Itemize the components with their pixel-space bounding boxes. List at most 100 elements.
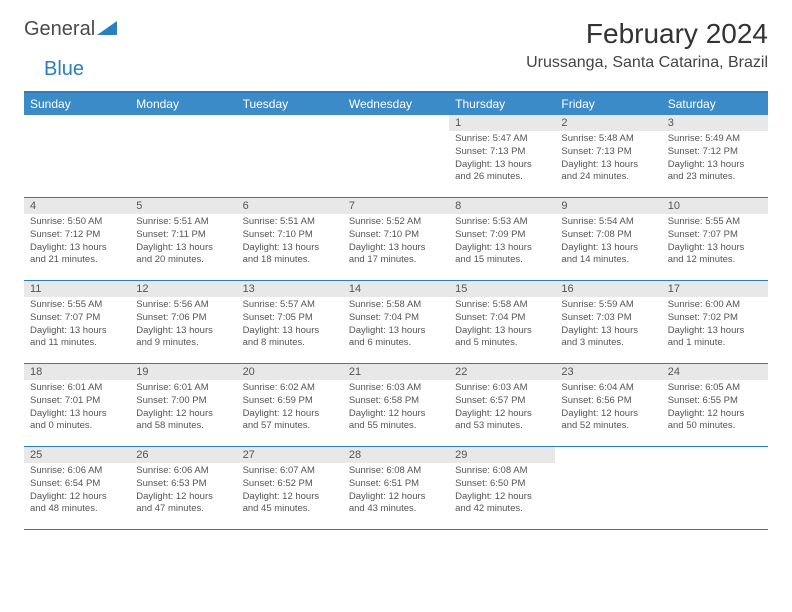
daylight-text: Daylight: 13 hours: [668, 159, 762, 172]
day-cell: 19Sunrise: 6:01 AMSunset: 7:00 PMDayligh…: [130, 364, 236, 446]
daylight-text: and 9 minutes.: [136, 337, 230, 350]
logo-triangle-icon: [97, 19, 117, 40]
sunrise-text: Sunrise: 6:07 AM: [243, 465, 337, 478]
day-cell: 22Sunrise: 6:03 AMSunset: 6:57 PMDayligh…: [449, 364, 555, 446]
daylight-text: and 11 minutes.: [30, 337, 124, 350]
week-row: 11Sunrise: 5:55 AMSunset: 7:07 PMDayligh…: [24, 281, 768, 364]
day-body: Sunrise: 5:59 AMSunset: 7:03 PMDaylight:…: [555, 297, 661, 354]
sunrise-text: Sunrise: 5:49 AM: [668, 133, 762, 146]
sunset-text: Sunset: 6:52 PM: [243, 478, 337, 491]
sunrise-text: Sunrise: 5:54 AM: [561, 216, 655, 229]
day-cell: 9Sunrise: 5:54 AMSunset: 7:08 PMDaylight…: [555, 198, 661, 280]
sunset-text: Sunset: 7:01 PM: [30, 395, 124, 408]
day-body: Sunrise: 6:08 AMSunset: 6:50 PMDaylight:…: [449, 463, 555, 520]
daylight-text: and 0 minutes.: [30, 420, 124, 433]
daylight-text: Daylight: 12 hours: [136, 408, 230, 421]
logo-text-general: General: [24, 18, 95, 41]
sunset-text: Sunset: 6:59 PM: [243, 395, 337, 408]
day-number: 1: [449, 115, 555, 131]
sunrise-text: Sunrise: 6:03 AM: [349, 382, 443, 395]
daylight-text: Daylight: 13 hours: [668, 325, 762, 338]
day-body: Sunrise: 5:47 AMSunset: 7:13 PMDaylight:…: [449, 131, 555, 188]
daylight-text: and 6 minutes.: [349, 337, 443, 350]
daylight-text: Daylight: 13 hours: [349, 325, 443, 338]
sunset-text: Sunset: 7:12 PM: [668, 146, 762, 159]
daylight-text: and 1 minute.: [668, 337, 762, 350]
sunset-text: Sunset: 6:54 PM: [30, 478, 124, 491]
daylight-text: Daylight: 13 hours: [349, 242, 443, 255]
daylight-text: and 18 minutes.: [243, 254, 337, 267]
day-body: Sunrise: 6:02 AMSunset: 6:59 PMDaylight:…: [237, 380, 343, 437]
day-number: 4: [24, 198, 130, 214]
day-cell: 25Sunrise: 6:06 AMSunset: 6:54 PMDayligh…: [24, 447, 130, 529]
day-number: 2: [555, 115, 661, 131]
daylight-text: and 53 minutes.: [455, 420, 549, 433]
day-number: 28: [343, 447, 449, 463]
sunrise-text: Sunrise: 6:02 AM: [243, 382, 337, 395]
sunset-text: Sunset: 7:06 PM: [136, 312, 230, 325]
daylight-text: Daylight: 13 hours: [455, 325, 549, 338]
day-number: 3: [662, 115, 768, 131]
day-number: 21: [343, 364, 449, 380]
logo-text-blue: Blue: [44, 58, 84, 80]
day-cell: 13Sunrise: 5:57 AMSunset: 7:05 PMDayligh…: [237, 281, 343, 363]
day-number: 18: [24, 364, 130, 380]
weekday-header: Sunday: [24, 93, 130, 115]
week-row: 1Sunrise: 5:47 AMSunset: 7:13 PMDaylight…: [24, 115, 768, 198]
day-cell: 16Sunrise: 5:59 AMSunset: 7:03 PMDayligh…: [555, 281, 661, 363]
month-title: February 2024: [526, 18, 768, 50]
day-number: 5: [130, 198, 236, 214]
weekday-header: Saturday: [662, 93, 768, 115]
weekday-header: Tuesday: [237, 93, 343, 115]
day-body: Sunrise: 6:01 AMSunset: 7:01 PMDaylight:…: [24, 380, 130, 437]
daylight-text: and 20 minutes.: [136, 254, 230, 267]
day-body: Sunrise: 6:07 AMSunset: 6:52 PMDaylight:…: [237, 463, 343, 520]
day-cell: 10Sunrise: 5:55 AMSunset: 7:07 PMDayligh…: [662, 198, 768, 280]
day-body: Sunrise: 6:04 AMSunset: 6:56 PMDaylight:…: [555, 380, 661, 437]
day-cell: [24, 115, 130, 197]
sunrise-text: Sunrise: 5:57 AM: [243, 299, 337, 312]
sunrise-text: Sunrise: 6:01 AM: [30, 382, 124, 395]
daylight-text: Daylight: 12 hours: [30, 491, 124, 504]
sunrise-text: Sunrise: 5:48 AM: [561, 133, 655, 146]
day-cell: 5Sunrise: 5:51 AMSunset: 7:11 PMDaylight…: [130, 198, 236, 280]
day-body: Sunrise: 5:51 AMSunset: 7:10 PMDaylight:…: [237, 214, 343, 271]
sunset-text: Sunset: 7:07 PM: [668, 229, 762, 242]
day-body: Sunrise: 5:58 AMSunset: 7:04 PMDaylight:…: [449, 297, 555, 354]
sunrise-text: Sunrise: 5:55 AM: [668, 216, 762, 229]
daylight-text: and 17 minutes.: [349, 254, 443, 267]
day-cell: 14Sunrise: 5:58 AMSunset: 7:04 PMDayligh…: [343, 281, 449, 363]
sunset-text: Sunset: 7:11 PM: [136, 229, 230, 242]
sunset-text: Sunset: 7:10 PM: [349, 229, 443, 242]
day-cell: 12Sunrise: 5:56 AMSunset: 7:06 PMDayligh…: [130, 281, 236, 363]
daylight-text: and 58 minutes.: [136, 420, 230, 433]
day-body: Sunrise: 6:05 AMSunset: 6:55 PMDaylight:…: [662, 380, 768, 437]
daylight-text: and 47 minutes.: [136, 503, 230, 516]
day-cell: [555, 447, 661, 529]
week-row: 4Sunrise: 5:50 AMSunset: 7:12 PMDaylight…: [24, 198, 768, 281]
day-number: 15: [449, 281, 555, 297]
sunset-text: Sunset: 6:58 PM: [349, 395, 443, 408]
day-number: 24: [662, 364, 768, 380]
daylight-text: Daylight: 12 hours: [668, 408, 762, 421]
daylight-text: and 45 minutes.: [243, 503, 337, 516]
sunrise-text: Sunrise: 6:06 AM: [30, 465, 124, 478]
day-cell: 11Sunrise: 5:55 AMSunset: 7:07 PMDayligh…: [24, 281, 130, 363]
daylight-text: and 8 minutes.: [243, 337, 337, 350]
day-cell: 24Sunrise: 6:05 AMSunset: 6:55 PMDayligh…: [662, 364, 768, 446]
day-number: 17: [662, 281, 768, 297]
day-cell: 23Sunrise: 6:04 AMSunset: 6:56 PMDayligh…: [555, 364, 661, 446]
weekday-header: Friday: [555, 93, 661, 115]
sunset-text: Sunset: 7:07 PM: [30, 312, 124, 325]
daylight-text: Daylight: 13 hours: [561, 242, 655, 255]
daylight-text: Daylight: 13 hours: [136, 325, 230, 338]
sunrise-text: Sunrise: 5:53 AM: [455, 216, 549, 229]
day-cell: 21Sunrise: 6:03 AMSunset: 6:58 PMDayligh…: [343, 364, 449, 446]
day-number: 11: [24, 281, 130, 297]
title-block: February 2024 Urussanga, Santa Catarina,…: [526, 18, 768, 72]
sunset-text: Sunset: 7:13 PM: [561, 146, 655, 159]
daylight-text: and 3 minutes.: [561, 337, 655, 350]
day-body: Sunrise: 5:51 AMSunset: 7:11 PMDaylight:…: [130, 214, 236, 271]
sunset-text: Sunset: 7:02 PM: [668, 312, 762, 325]
day-number: 9: [555, 198, 661, 214]
